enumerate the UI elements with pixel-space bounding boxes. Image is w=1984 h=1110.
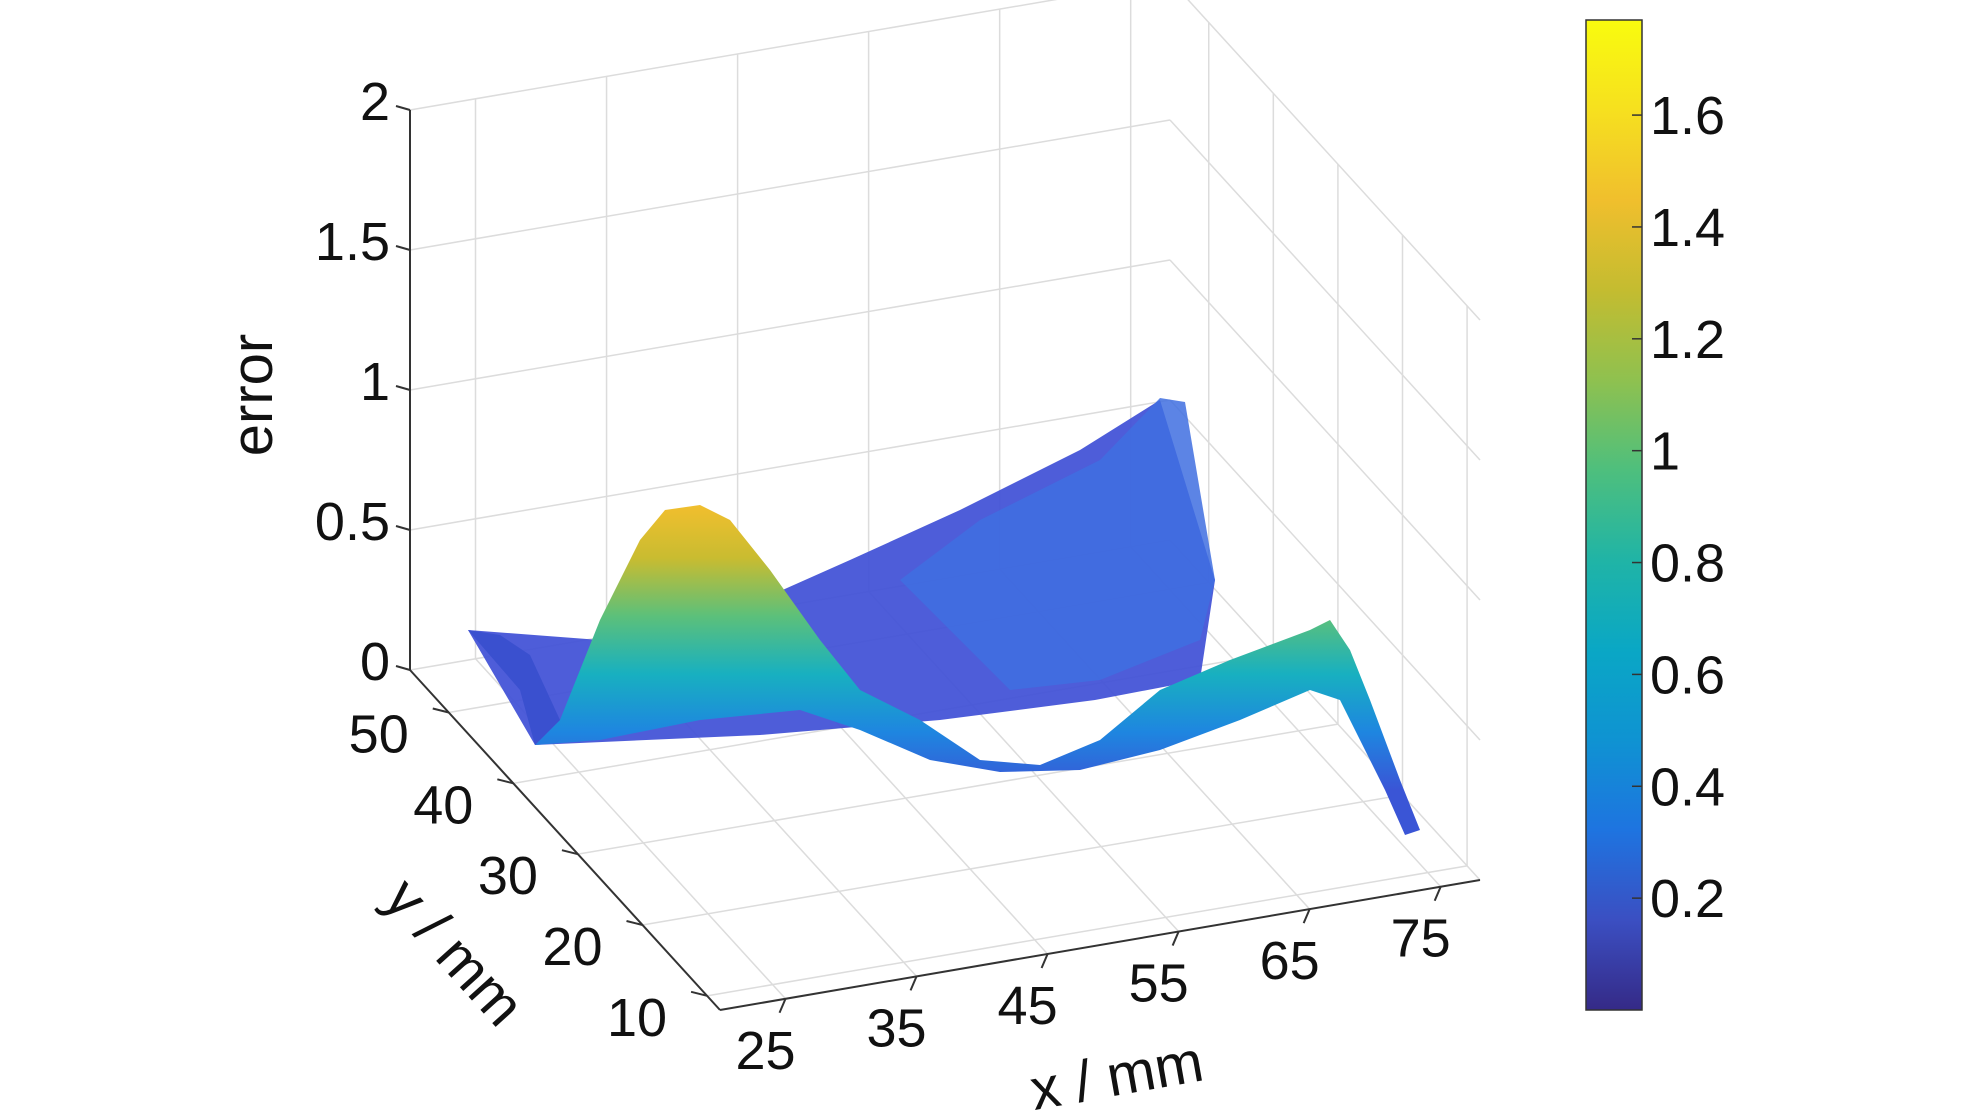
z-tick-mark: [395, 525, 411, 531]
side-wall-grid-line: [1169, 259, 1481, 601]
y-tick-label: 40: [413, 775, 473, 835]
x-tick-mark: [778, 998, 787, 1014]
axis-lines: [395, 105, 1481, 1014]
y-axis-line: [409, 669, 721, 1011]
z-axis-label: error: [220, 334, 285, 456]
colorbar-tick-label: 1.4: [1650, 198, 1725, 258]
x-tick-label: 65: [1260, 931, 1320, 991]
side-wall-grid-line: [1169, 539, 1481, 881]
floor-grid-line: [577, 723, 1339, 855]
y-tick-mark: [690, 990, 708, 997]
z-tick-labels: 0 0.5 1 1.5 2: [315, 72, 390, 692]
z-tick-label: 0.5: [315, 492, 390, 552]
colorbar-tick-label: 1.6: [1650, 86, 1725, 146]
colorbar-tick-label: 0.8: [1650, 534, 1725, 594]
x-tick-mark: [1302, 908, 1311, 924]
surface-left-flap: [468, 630, 560, 745]
x-tick-label: 25: [735, 1021, 795, 1081]
x-tick-mark: [1040, 953, 1049, 969]
z-tick-label: 0: [360, 632, 390, 692]
grid-lines: [409, 0, 1481, 1000]
surface-hump: [535, 505, 1420, 835]
floor-grid-line: [706, 865, 1468, 997]
side-wall-grid-line: [1169, 119, 1481, 461]
y-tick-mark: [432, 707, 449, 714]
x-tick-label: 55: [1129, 954, 1189, 1014]
side-wall-grid-line: [1169, 399, 1481, 741]
z-tick-label: 1: [360, 352, 390, 412]
z-tick-mark: [395, 385, 411, 391]
z-tick-mark: [395, 105, 411, 111]
colorbar-tick-label: 1: [1650, 422, 1680, 482]
x-axis-line: [719, 879, 1481, 1011]
colorbar-tick-label: 0.6: [1650, 645, 1725, 705]
back-wall-grid-line: [409, 119, 1171, 251]
z-tick-label: 1.5: [315, 212, 390, 272]
y-tick-mark: [561, 849, 579, 856]
y-tick-label: 30: [478, 846, 538, 906]
y-tick-label: 20: [542, 917, 602, 977]
y-tick-label: 50: [349, 705, 409, 765]
floor-grid-line: [642, 794, 1403, 926]
colorbar-tick-label: 0.4: [1650, 757, 1725, 817]
side-wall-grid-line: [1187, 0, 1481, 321]
colorbar-tick-labels: 0.2 0.4 0.6 0.8 1 1.2 1.4 1.6: [1632, 86, 1725, 929]
x-tick-mark: [1433, 886, 1442, 902]
x-tick-label: 35: [867, 998, 927, 1058]
x-tick-label: 75: [1391, 909, 1451, 969]
surface-ridge-right: [900, 398, 1215, 690]
colorbar: [1585, 19, 1643, 1011]
back-wall-grid-line: [409, 399, 1171, 531]
colorbar-tick-label: 1.2: [1650, 310, 1725, 370]
y-tick-mark: [626, 920, 643, 926]
z-tick-label: 2: [360, 72, 390, 132]
z-tick-mark: [395, 245, 411, 251]
x-axis-label: x / mm: [1025, 1029, 1208, 1110]
x-tick-mark: [1171, 931, 1180, 946]
back-wall-grid-line: [409, 0, 1058, 111]
z-tick-mark: [395, 665, 411, 671]
x-tick-labels: 25 35 45 55 65 75: [735, 909, 1450, 1081]
back-wall-grid-line: [409, 259, 1171, 391]
colorbar-tick-label: 0.2: [1650, 869, 1725, 929]
y-tick-mark: [497, 778, 514, 785]
error-surface: [468, 398, 1420, 835]
y-tick-label: 10: [607, 988, 667, 1048]
x-tick-mark: [909, 975, 918, 991]
x-tick-label: 45: [998, 976, 1058, 1036]
